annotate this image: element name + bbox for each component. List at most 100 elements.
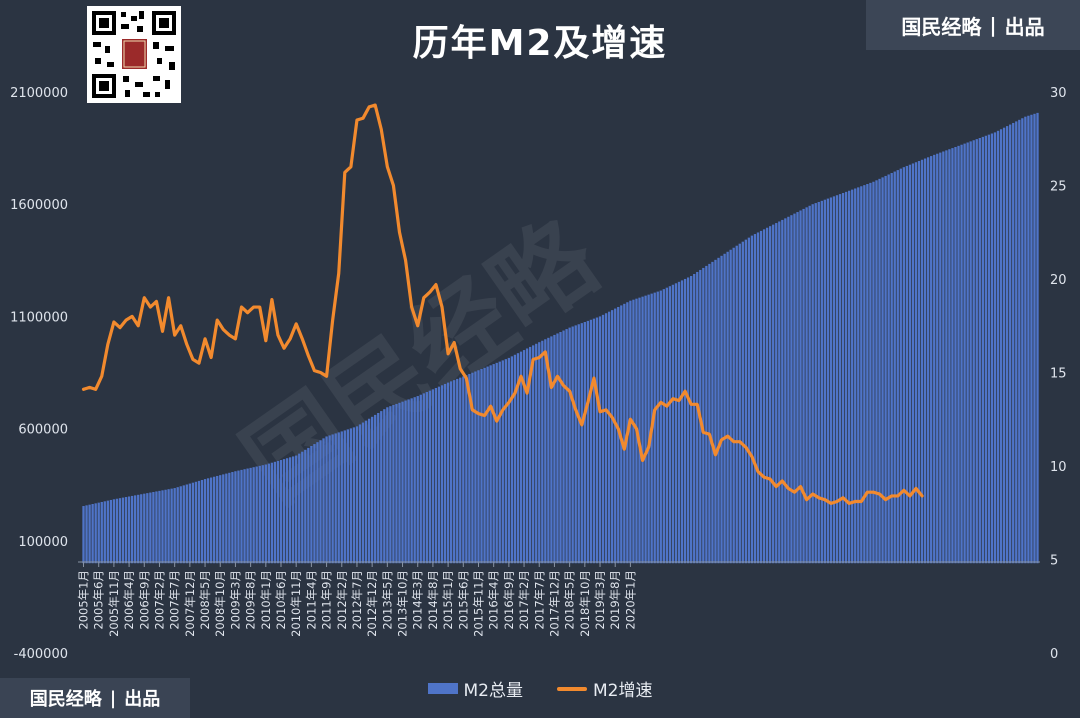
m2-bar: [525, 348, 529, 564]
m2-bar: [920, 159, 924, 564]
m2-bar: [134, 495, 137, 564]
m2-bar: [440, 385, 444, 564]
m2-bar: [969, 141, 972, 564]
m2-bar: [310, 445, 313, 564]
left-axis: 2100000 1600000 1100000 600000 100000 -400000: [10, 86, 68, 662]
m2-bar: [495, 362, 498, 564]
m2-bar: [726, 251, 729, 564]
m2-bar: [978, 138, 981, 564]
m2-bar: [589, 319, 593, 564]
m2-bar: [337, 432, 340, 564]
m2-bar: [939, 152, 942, 564]
m2-bar: [680, 280, 684, 564]
m2-bar: [887, 174, 890, 564]
m2-bar: [267, 463, 271, 564]
m2-bar: [474, 371, 477, 564]
m2-bar: [592, 318, 596, 564]
m2-bar: [219, 475, 222, 564]
m2-bar: [641, 296, 644, 564]
m2-bar: [392, 405, 395, 564]
m2-bar: [355, 426, 359, 564]
m2-bar: [398, 402, 401, 564]
m2-bar: [395, 403, 398, 564]
m2-bar: [1021, 118, 1024, 564]
m2-bar: [243, 469, 246, 564]
m2-bar: [993, 132, 997, 564]
m2-bar: [301, 451, 304, 564]
m2-bar: [908, 164, 912, 564]
m2-bar: [234, 471, 237, 564]
m2-bar: [1027, 115, 1030, 564]
m2-bar: [671, 284, 675, 564]
brand-suffix: 出品: [1004, 14, 1045, 39]
x-axis-tick-label: 2005年1月: [77, 570, 91, 630]
m2-bar: [990, 133, 994, 564]
m2-bar: [364, 420, 368, 564]
x-axis-tick-label: 2007年2月: [152, 570, 166, 630]
m2-bar: [149, 492, 152, 564]
m2-bar: [237, 470, 240, 564]
brand-suffix: 出品: [124, 689, 161, 710]
m2-bar: [161, 490, 164, 564]
m2-bar: [744, 239, 748, 564]
m2-bar: [118, 498, 122, 564]
m2-bar: [668, 286, 672, 564]
m2-bar: [471, 372, 474, 564]
brand-name: 国民经略: [901, 14, 982, 39]
m2-bar: [109, 499, 113, 564]
m2-bar: [213, 476, 216, 564]
m2-bar: [255, 466, 258, 564]
x-axis-tick-label: 2010年1月: [259, 570, 273, 630]
m2-bar: [738, 243, 741, 564]
m2-bar: [808, 205, 811, 564]
m2-bar: [285, 458, 289, 564]
m2-bar: [884, 175, 887, 564]
m2-bar: [854, 188, 857, 564]
m2-bar: [905, 165, 909, 564]
m2-bar: [316, 442, 319, 564]
m2-bar: [984, 135, 988, 564]
m2-bar: [653, 292, 656, 564]
m2-bar: [279, 460, 283, 564]
m2-bar: [565, 329, 568, 564]
m2-bar: [304, 449, 307, 564]
m2-bar: [1030, 114, 1033, 564]
x-axis-tick-label: 2012年7月: [350, 570, 364, 630]
m2-bar: [459, 377, 462, 564]
m2-bar: [413, 397, 416, 564]
m2-bar: [273, 461, 277, 564]
m2-bar: [960, 144, 963, 564]
m2-bar: [504, 359, 507, 564]
m2-bar: [863, 185, 866, 564]
x-axis-tick-label: 2005年6月: [92, 570, 106, 630]
m2-bar: [507, 357, 511, 564]
m2-bar: [137, 494, 140, 564]
m2-bar: [598, 316, 602, 564]
m2-bar: [216, 475, 219, 564]
x-axis-tick-label: 2013年5月: [380, 570, 394, 630]
m2-bar: [152, 491, 155, 564]
m2-bar: [875, 180, 878, 564]
m2-bar: [926, 157, 930, 564]
m2-bar: [756, 232, 760, 564]
m2-bar: [553, 334, 556, 564]
m2-bar: [957, 145, 960, 564]
m2-bar: [811, 204, 814, 564]
m2-bar: [580, 323, 583, 564]
m2-bar: [629, 300, 632, 564]
m2-bar: [200, 479, 204, 564]
brand-badge-bottom: 国民经略 | 出品: [0, 678, 190, 718]
m2-bar: [380, 411, 383, 564]
m2-bar: [674, 283, 678, 564]
m2-bar: [817, 201, 820, 564]
m2-bar: [899, 168, 902, 564]
m2-bar: [480, 369, 483, 564]
m2-bar: [228, 472, 231, 564]
m2-bar: [614, 308, 617, 564]
m2-bar: [182, 485, 185, 564]
qr-code-icon: [87, 6, 181, 103]
m2-bar: [176, 487, 179, 564]
m2-bar: [428, 390, 432, 564]
m2-bar: [851, 189, 854, 564]
